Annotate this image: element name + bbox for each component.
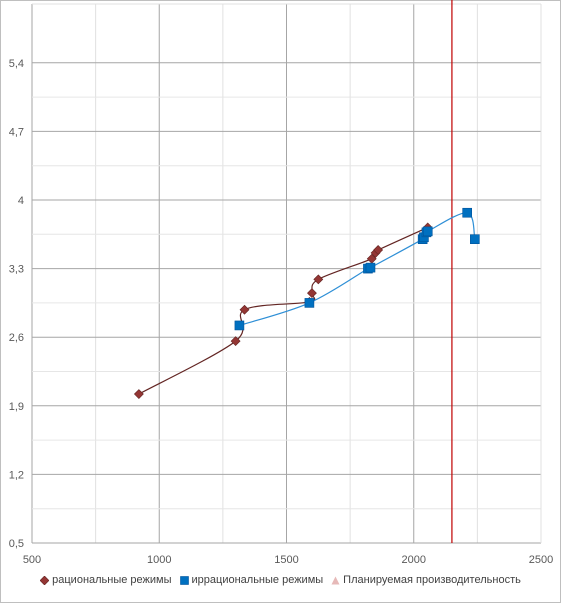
irrational-point [365,262,376,273]
irrational-point [462,207,472,218]
y-tick-label: 0,5 [9,538,24,550]
rational-point [313,274,324,285]
legend-label-rational: рациональные режимы [52,574,172,586]
series-0-curve [138,226,428,395]
y-tick-label: 4 [18,195,24,207]
triangle-marker-icon [331,576,340,584]
y-tick-label: 1,2 [9,469,24,481]
legend-label-planned: Планируемая производительность [343,574,521,586]
rational-point [307,288,317,299]
legend-item-irrational: иррациональные режимы [179,574,324,586]
x-tick-label: 2500 [529,554,553,566]
rational-point [133,389,144,399]
legend: рациональные режимы иррациональные режим… [0,574,561,586]
legend-item-rational: рациональные режимы [40,574,172,586]
rational-point [373,245,384,255]
x-tick-label: 2000 [402,554,426,566]
irrational-point [470,234,480,244]
series-markers [133,207,480,399]
legend-item-planned: Планируемая производительность [331,574,521,586]
square-marker-icon [179,575,189,585]
diamond-marker-icon [40,575,50,585]
legend-label-irrational: иррациональные режимы [191,574,324,586]
x-tick-label: 500 [23,554,41,566]
irrational-point [234,320,245,331]
x-tick-label: 1500 [274,554,298,566]
y-tick-label: 3,3 [9,264,24,276]
irrational-point [422,226,433,237]
y-tick-label: 2,6 [9,332,24,344]
y-tick-label: 5,4 [9,58,24,70]
rational-point [230,336,241,347]
y-tick-label: 4,7 [9,126,24,138]
grid-lines [31,3,542,544]
axis-tick-labels: 500 1000 1500 2000 2500 0,5 1,2 1,9 2,6 3,3 4 4,7 5,… [9,58,554,566]
rational-point [239,304,250,315]
x-tick-label: 1000 [147,554,171,566]
irrational-point [304,298,315,308]
y-tick-label: 1,9 [9,401,24,413]
